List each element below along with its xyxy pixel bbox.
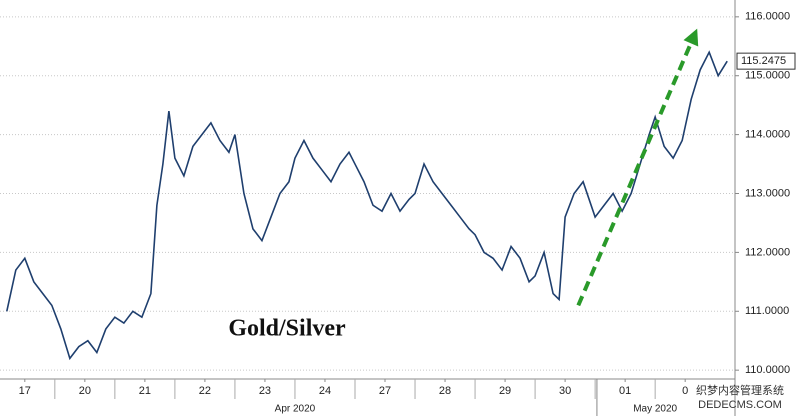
trend-arrow [576, 42, 693, 307]
watermark: DEDECMS.COM [698, 399, 782, 411]
x-tick-label: 27 [379, 385, 391, 397]
chart-title: Gold/Silver [228, 316, 346, 342]
y-tick-label: 112.0000 [745, 246, 790, 258]
trend-arrow-head [683, 28, 699, 47]
y-tick-label: 116.0000 [745, 11, 790, 23]
x-tick-label: 29 [499, 385, 511, 397]
x-tick-label: 20 [79, 385, 91, 397]
x-tick-label: 24 [319, 385, 331, 397]
x-tick-label: 21 [139, 385, 151, 397]
x-tick-label: 30 [559, 385, 571, 397]
month-label: Apr 2020 [275, 404, 316, 415]
last-value-label: 115.2475 [741, 55, 786, 67]
y-tick-label: 110.0000 [745, 364, 790, 376]
series-line [6, 50, 728, 361]
watermark: 织梦内容管理系统 [696, 383, 784, 397]
y-tick-label: 115.0000 [745, 70, 790, 82]
month-label: May 2020 [633, 404, 677, 415]
y-tick-label: 113.0000 [745, 187, 790, 199]
x-tick-label: 0 [682, 385, 688, 397]
x-tick-label: 23 [259, 385, 271, 397]
x-tick-label: 28 [439, 385, 451, 397]
last-value-box [736, 52, 796, 70]
x-tick-label: 22 [199, 385, 211, 397]
y-tick-label: 114.0000 [745, 129, 790, 141]
y-tick-label: 111.0000 [745, 305, 789, 317]
x-tick-label: 01 [619, 385, 631, 397]
x-tick-label: 17 [19, 385, 31, 397]
